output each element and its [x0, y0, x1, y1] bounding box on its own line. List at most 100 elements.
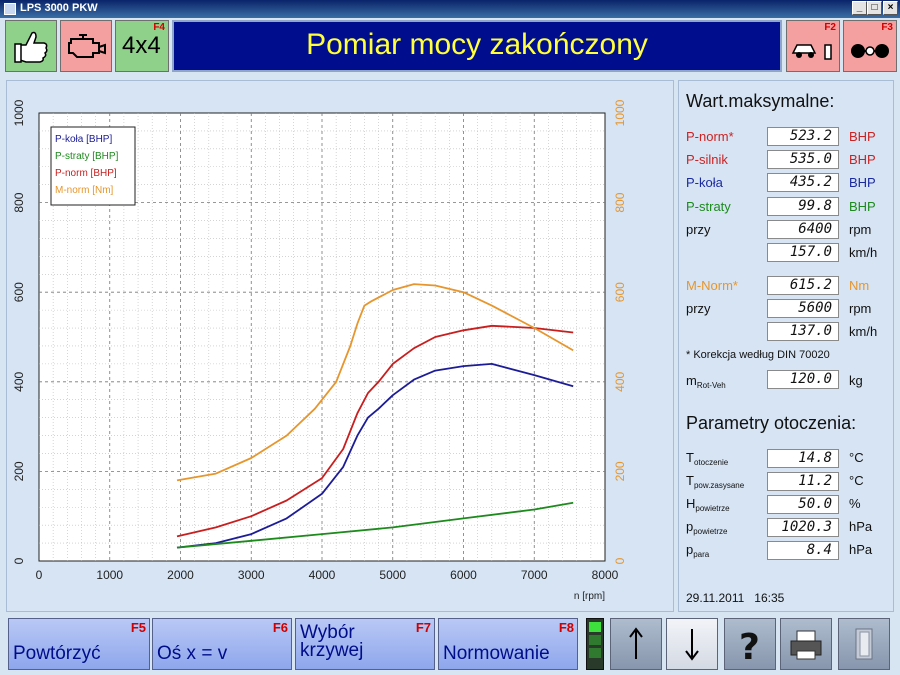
legend-entry: P-norm [BHP] [55, 168, 117, 179]
ambient-row-value: 11.2 [767, 472, 839, 491]
signal-light-3 [589, 648, 601, 658]
chart-panel: 0 1000 2000 3000 4000 5000 6000 7000 8000 0 200 400… [6, 80, 674, 612]
ambient-row-value: 1020.3 [767, 518, 839, 537]
x-tick-label: 5000 [379, 568, 406, 582]
ambient-row-label: ppowietrze [686, 519, 728, 536]
window-title: LPS 3000 PKW [20, 2, 98, 14]
ambient-row-label: ppara [686, 542, 710, 559]
scroll-down-button[interactable] [666, 618, 718, 670]
y-right-tick-label: 200 [613, 461, 627, 481]
max-row-label: przy [686, 301, 711, 316]
max-row-label: P-norm* [686, 129, 734, 144]
curve-select-button[interactable]: F7 Wybór krzywej [295, 618, 435, 670]
legend-entry: P-straty [BHP] [55, 151, 119, 162]
y-right-tick-label: 600 [613, 282, 627, 302]
max-row-unit: Nm [849, 278, 870, 293]
max-row-label: P-koła [686, 175, 723, 190]
thumbs-up-icon [14, 31, 48, 63]
scroll-up-button[interactable] [610, 618, 662, 670]
x-tick-label: 1000 [96, 568, 123, 582]
legend-box [50, 126, 136, 206]
engine-icon [68, 34, 106, 58]
max-row-value: 6400 [767, 220, 839, 239]
max-row-value: 535.0 [767, 150, 839, 169]
x-tick-label: 2000 [167, 568, 194, 582]
y-right-tick-label: 800 [613, 192, 627, 212]
y-left-tick-label: 200 [12, 461, 26, 481]
brake-key: F3 [881, 22, 893, 33]
thumbs-up-button[interactable] [5, 20, 57, 72]
correction-note: * Korekcja według DIN 70020 [686, 349, 830, 361]
max-row-label: przy [686, 222, 711, 237]
exit-button[interactable] [838, 618, 890, 670]
repeat-key: F5 [130, 620, 146, 635]
max-row-label: P-silnik [686, 152, 728, 167]
roller-brake-button[interactable]: F3 [843, 20, 897, 72]
close-button[interactable]: × [883, 1, 898, 15]
engine-button[interactable] [60, 20, 112, 72]
normalize-button[interactable]: F8 Normowanie [438, 618, 578, 670]
signal-light-2 [589, 635, 601, 645]
max-row-unit: km/h [849, 324, 878, 339]
window-title-bar: LPS 3000 PKW _ □ × [0, 0, 900, 18]
max-row-unit: BHP [849, 199, 876, 214]
y-left-tick-label: 400 [12, 371, 26, 391]
x-axis-label: n [rpm] [574, 591, 605, 602]
signal-light-1 [589, 622, 601, 632]
results-panel: Wart.maksymalne: P-norm* 523.2 BHP P-silnik… [678, 80, 894, 612]
roller-brake-icon [851, 44, 889, 58]
y-left-tick-label: 1000 [12, 99, 26, 126]
y-left-tick-label: 600 [12, 282, 26, 302]
x-tick-label: 4000 [309, 568, 336, 582]
repeat-label: Powtórzyć [13, 643, 101, 664]
max-values-heading: Wart.maksymalne: [686, 91, 835, 111]
minimize-button[interactable]: _ [852, 1, 867, 15]
car-lift-icon [791, 44, 832, 60]
max-row-value: 137.0 [767, 322, 839, 341]
max-row-value: 523.2 [767, 127, 839, 146]
maximize-button[interactable]: □ [867, 1, 882, 15]
max-row-value: 435.2 [767, 173, 839, 192]
x-tick-label: 7000 [521, 568, 548, 582]
norm-label: Normowanie [443, 643, 550, 664]
max-row-label: P-straty [686, 199, 731, 214]
axis-button[interactable]: F6 Oś x = v [152, 618, 292, 670]
series-line [176, 324, 574, 538]
ambient-row-unit: % [849, 496, 861, 511]
print-button[interactable] [780, 618, 832, 670]
help-button[interactable]: ? [724, 618, 776, 670]
y-left-tick-label: 800 [12, 192, 26, 212]
legend-entry: M-norm [Nm] [55, 185, 114, 196]
ambient-row-value: 8.4 [767, 541, 839, 560]
app-icon [4, 3, 16, 15]
max-row-unit: BHP [849, 152, 876, 167]
ambient-row-label: Tpow.zasysane [686, 473, 745, 490]
lift-button[interactable]: F2 [786, 20, 840, 72]
ambient-row-value: 14.8 [767, 449, 839, 468]
ambient-row-unit: °C [849, 450, 864, 465]
max-row-value: 615.2 [767, 276, 839, 295]
help-icon: ? [739, 627, 760, 668]
x-tick-label: 3000 [238, 568, 265, 582]
y-right-tick-label: 1000 [613, 99, 627, 126]
ambient-heading: Parametry otoczenia: [686, 413, 857, 433]
mode-4x4-button[interactable]: F4 4x4 [115, 20, 169, 72]
max-row-unit: km/h [849, 245, 878, 260]
signal-indicator [586, 618, 604, 670]
mode-4x4-label: 4x4 [122, 32, 161, 59]
series-line [176, 283, 574, 482]
arrow-down-icon [685, 629, 699, 661]
curve-label: Wybór krzywej [300, 622, 364, 661]
repeat-button[interactable]: F5 Powtórzyć [8, 618, 150, 670]
printer-icon [790, 630, 822, 660]
timestamp: 29.11.2011 16:35 [686, 591, 785, 605]
max-row-unit: rpm [849, 222, 872, 237]
y-left-tick-label: 0 [12, 557, 26, 564]
mode-4x4-key: F4 [153, 22, 165, 33]
series-line [176, 501, 574, 549]
door-icon [855, 628, 873, 660]
max-row-value: 99.8 [767, 197, 839, 216]
ambient-row-unit: °C [849, 473, 864, 488]
x-tick-label: 0 [36, 568, 43, 582]
x-tick-label: 8000 [592, 568, 619, 582]
